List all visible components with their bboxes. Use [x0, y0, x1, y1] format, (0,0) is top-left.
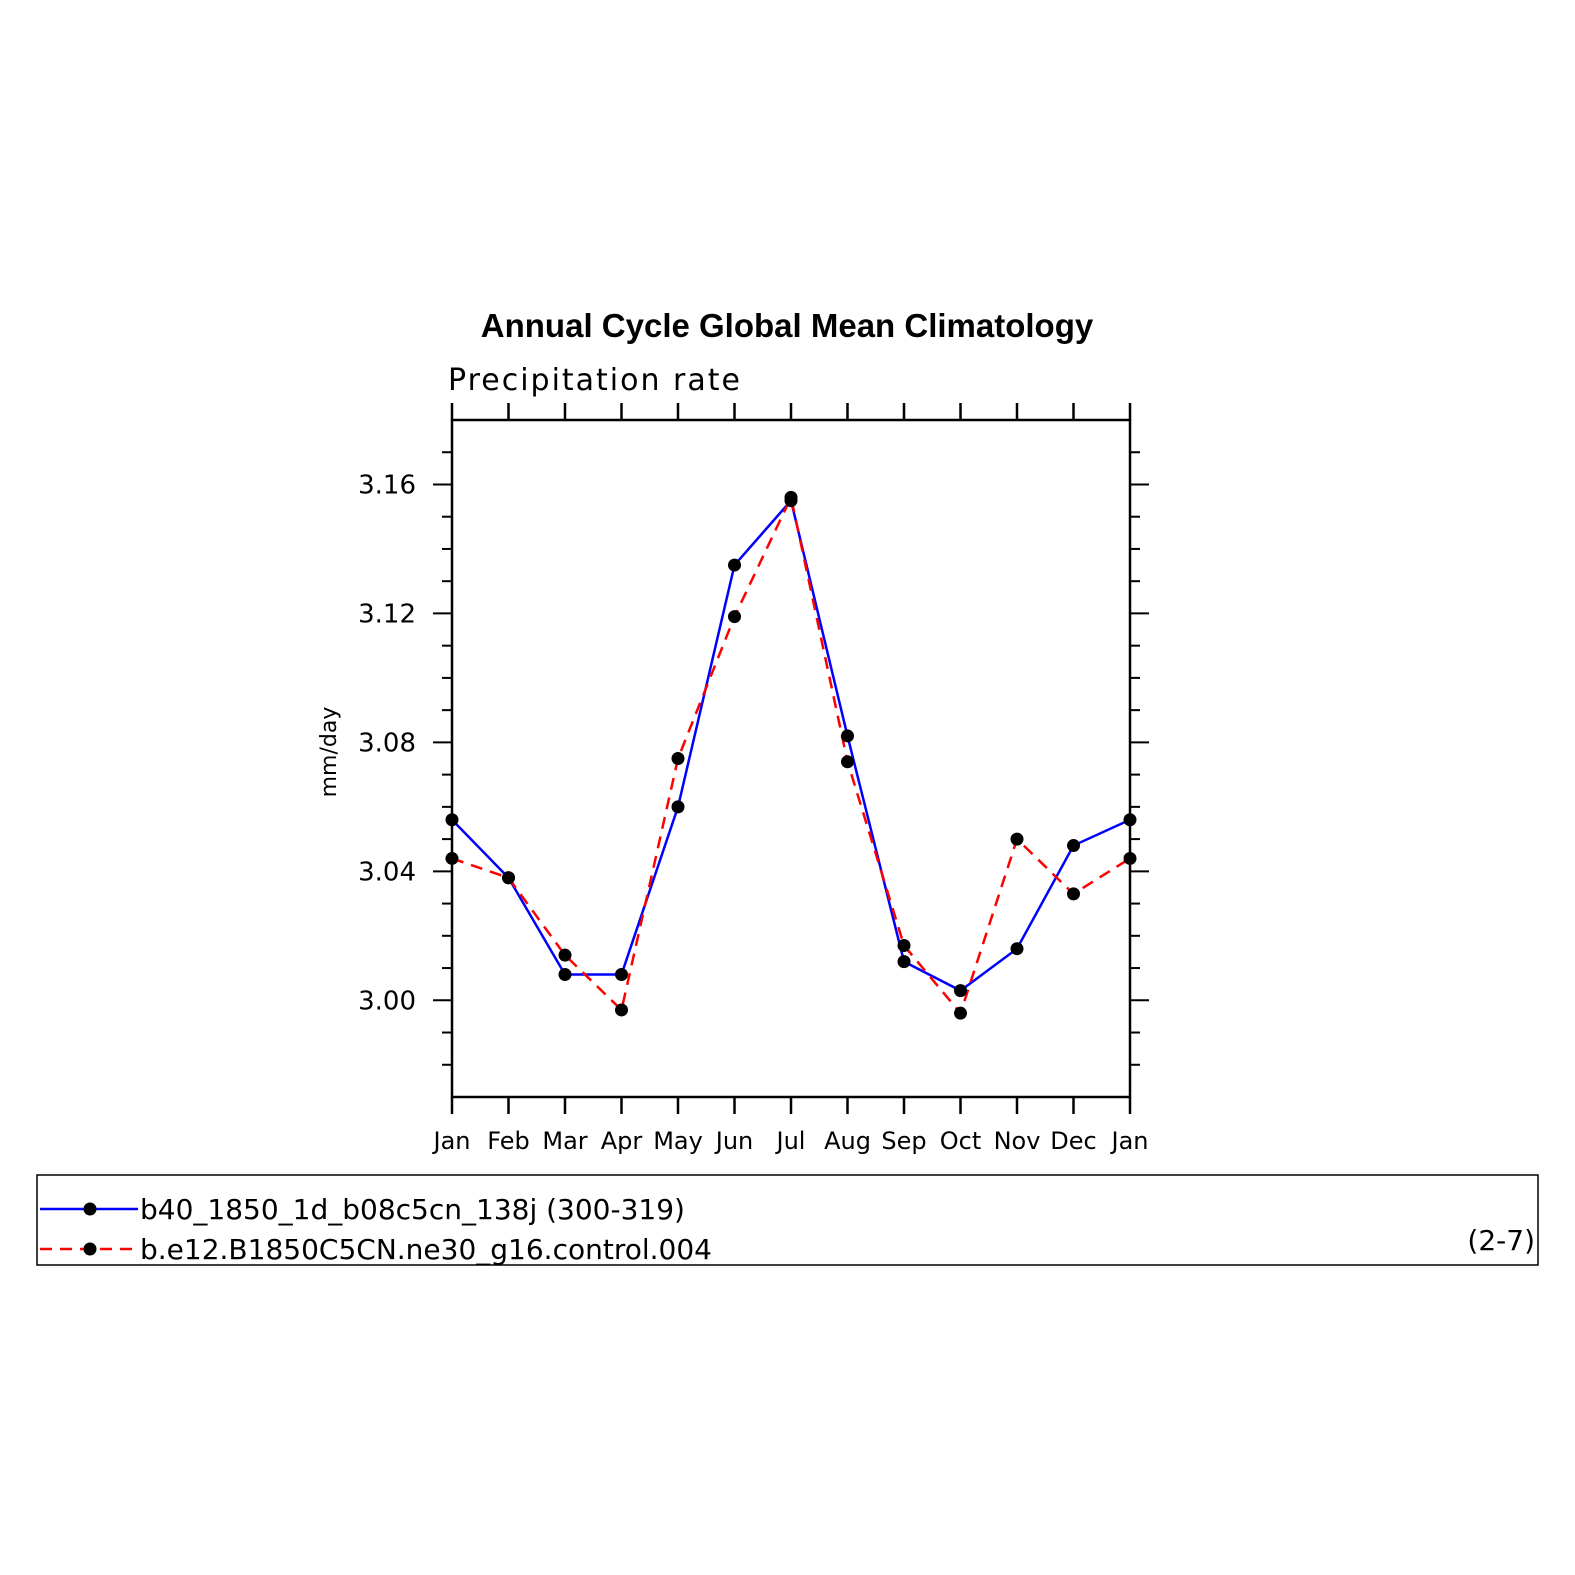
series-1-point	[445, 813, 459, 827]
series-2-point	[502, 871, 515, 885]
series-1-point	[841, 729, 854, 743]
x-axis-ticks: Jan Feb Mar Apr May Jun Jul Aug Sep Oct Nov Dec Jan	[432, 403, 1149, 1155]
series-2-point	[615, 1003, 628, 1017]
plot-border	[450, 418, 1132, 1099]
series-2-point	[671, 752, 685, 765]
series-line-2	[451, 493, 1131, 1016]
chart-title: Annual Cycle Global Mean Climatology	[481, 307, 1094, 344]
x-tick-label: Mar	[542, 1127, 587, 1155]
y-axis-ticks: 3.00 3.04 3.08 3.12 3.16	[358, 451, 1149, 1066]
series-1-point	[1123, 813, 1137, 827]
series-2-point	[445, 851, 459, 865]
series-2-point	[558, 948, 572, 962]
series-line-1	[451, 497, 1131, 993]
legend-label: b.e12.B1850C5CN.ne30_g16.control.004	[140, 1233, 712, 1266]
x-tick-label: Nov	[994, 1127, 1041, 1155]
series-2-point	[841, 755, 854, 769]
x-tick-label: Jul	[775, 1127, 806, 1155]
x-tick-label: Dec	[1050, 1127, 1096, 1155]
x-tick-label: May	[653, 1127, 703, 1155]
legend-swatch-marker	[83, 1242, 97, 1256]
series-2-point	[1123, 851, 1137, 865]
series-2-point	[1010, 832, 1024, 846]
x-tick-label: Sep	[881, 1127, 926, 1155]
x-tick-label: Apr	[601, 1127, 643, 1155]
legend-box	[36, 1174, 1539, 1266]
series-1-point	[558, 967, 572, 981]
series-1-point	[1010, 942, 1024, 956]
x-tick-label: Oct	[940, 1127, 982, 1155]
legend: b40_1850_1d_b08c5cn_138j (300-319) b.e12.…	[36, 1174, 1539, 1266]
series-2-point	[784, 490, 798, 504]
y-tick-label: 3.00	[358, 986, 416, 1016]
series-1-point	[897, 955, 911, 969]
series-1-point	[728, 558, 741, 572]
series-2-point	[728, 610, 741, 624]
y-axis-label: mm/day	[317, 707, 342, 798]
chart-subtitle: Precipitation rate	[448, 363, 742, 398]
x-tick-label: Jun	[714, 1127, 754, 1155]
x-tick-label: Jan	[1110, 1127, 1149, 1155]
x-tick-label: Aug	[824, 1127, 871, 1155]
series-2-point	[954, 1006, 967, 1020]
series-layer	[445, 490, 1137, 1020]
panel-note: (2-7)	[1467, 1224, 1535, 1257]
series-2-point	[1067, 887, 1080, 901]
series-1-point	[615, 967, 628, 981]
y-tick-label: 3.16	[358, 470, 416, 500]
plot-frame	[450, 418, 1132, 1099]
x-tick-label: Jan	[432, 1127, 471, 1155]
series-1-point	[954, 984, 967, 998]
y-tick-label: 3.08	[358, 728, 416, 758]
y-tick-label: 3.04	[358, 857, 416, 887]
series-1-point	[671, 800, 685, 814]
x-tick-label: Feb	[487, 1127, 530, 1155]
y-tick-label: 3.12	[358, 599, 416, 629]
legend-label: b40_1850_1d_b08c5cn_138j (300-319)	[140, 1193, 685, 1226]
series-2-point	[897, 938, 911, 952]
legend-swatch-marker	[83, 1202, 97, 1216]
series-1-point	[1067, 839, 1080, 853]
